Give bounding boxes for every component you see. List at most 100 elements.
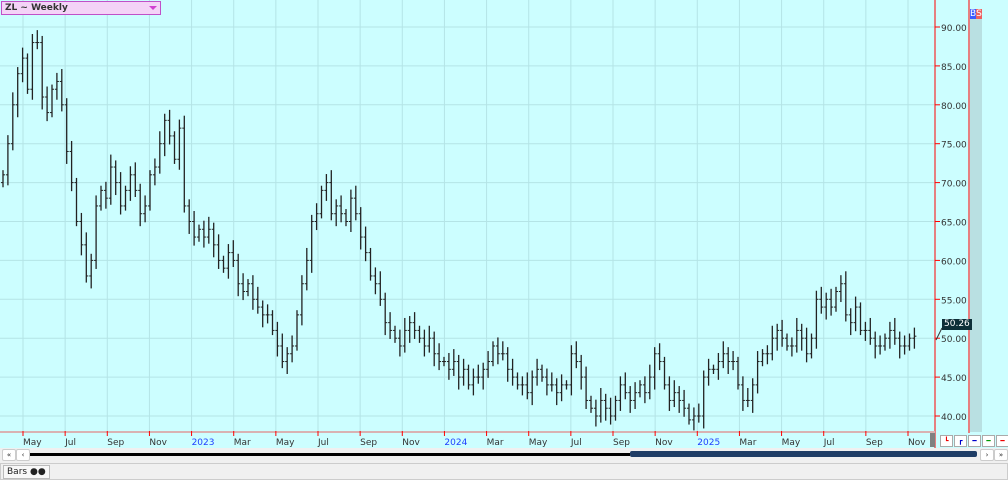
bars-tab[interactable]: Bars ●● — [3, 465, 50, 479]
ohlc-bar — [339, 195, 344, 223]
ohlc-bar — [437, 343, 442, 371]
ohlc-bar — [250, 275, 255, 310]
zoom-in-icon[interactable]: ━ — [982, 435, 995, 447]
ohlc-bar — [863, 321, 868, 341]
ohlc-bar — [295, 310, 299, 351]
ohlc-bar — [838, 275, 843, 303]
ohlc-bar — [829, 288, 834, 316]
x-tick-label: 2025 — [697, 438, 720, 448]
y-tick-label: 70.00 — [941, 180, 967, 190]
ohlc-bar — [128, 166, 133, 201]
x-tick-label: May — [529, 438, 548, 448]
ohlc-bar — [206, 216, 211, 244]
dropdown-arrow-icon[interactable] — [149, 6, 157, 10]
ohlc-bar — [397, 329, 402, 357]
status-bar: Bars ●● — [0, 463, 1008, 480]
x-tick-label: May — [23, 438, 42, 448]
ohlc-bar — [633, 382, 638, 409]
y-tick-label: 80.00 — [941, 102, 967, 112]
scroll-prev-button[interactable]: ‹ — [16, 449, 30, 461]
ohlc-bar — [368, 247, 373, 281]
scroll-track[interactable] — [30, 453, 630, 456]
ohlc-bar — [486, 351, 491, 378]
ohlc-bar — [834, 286, 838, 312]
ohlc-bar — [373, 267, 378, 295]
ohlc-bar — [10, 92, 15, 151]
symbol-selector[interactable]: ZL ~ Weekly — [1, 1, 161, 15]
ohlc-bar — [299, 275, 304, 326]
ohlc-bar — [50, 84, 54, 118]
ohlc-bar — [108, 154, 113, 205]
ohlc-bar — [324, 174, 329, 201]
cursor-tool-icon[interactable]: ┗ — [940, 435, 953, 447]
ohlc-bar — [221, 255, 226, 273]
ohlc-bar — [461, 358, 466, 386]
ohlc-bar — [402, 317, 407, 353]
ohlc-bar — [799, 323, 804, 351]
ohlc-bar — [255, 286, 260, 314]
ohlc-bar — [667, 376, 672, 411]
ohlc-bar — [750, 378, 755, 413]
step-tool-icon[interactable]: ┏ — [954, 435, 967, 447]
scroll-last-button[interactable]: » — [994, 449, 1008, 461]
chart-scrollbar[interactable]: « ‹ › » — [0, 448, 1008, 461]
ohlc-bar — [780, 319, 785, 347]
ohlc-bar — [446, 352, 451, 380]
x-tick-label: Sep — [866, 438, 883, 448]
x-tick-label: Mar — [739, 438, 756, 448]
price-chart[interactable]: 90.00 85.00 80.00 75.00 70.00 65.00 60.00 55.00… — [0, 0, 1008, 448]
x-tick-label: May — [276, 438, 295, 448]
ohlc-bar — [711, 364, 716, 374]
x-tick-label: Nov — [655, 438, 673, 448]
sell-button[interactable]: S — [976, 9, 982, 19]
y-tick-label: 50.00 — [941, 335, 967, 345]
ohlc-bar — [853, 296, 858, 332]
ohlc-bar — [113, 160, 118, 196]
time-axis: May Jul Sep Nov 2023 Mar May Jul Sep Nov 2024 Mar Ma… — [22, 431, 926, 448]
ohlc-bar — [785, 333, 789, 351]
ohlc-bar — [736, 356, 740, 390]
x-tick-label: Mar — [487, 438, 504, 448]
reset-zoom-icon[interactable]: ━ — [996, 435, 1008, 447]
ohlc-bar — [383, 292, 388, 336]
ohlc-bar — [638, 380, 642, 398]
ohlc-bar — [167, 109, 172, 145]
ohlc-bar — [226, 244, 231, 279]
symbol-title: ZL ~ Weekly — [5, 3, 68, 13]
ohlc-bar — [5, 135, 10, 186]
ohlc-bar — [858, 302, 863, 336]
ohlc-bar — [275, 321, 280, 357]
ohlc-bar — [691, 407, 696, 431]
ohlc-bar — [285, 347, 290, 374]
ohlc-bar — [912, 327, 917, 349]
x-tick-label: Jul — [823, 438, 835, 448]
ohlc-bar — [182, 115, 187, 213]
ohlc-bar — [883, 333, 887, 351]
ohlc-bar — [216, 234, 221, 269]
ohlc-bar — [412, 312, 417, 339]
ohlc-bar — [775, 323, 780, 351]
ohlc-bar — [731, 351, 736, 371]
y-tick-label: 75.00 — [941, 141, 967, 151]
ohlc-bar — [554, 378, 559, 406]
ohlc-bar — [887, 321, 892, 349]
buy-button[interactable]: B — [970, 9, 977, 19]
y-tick-label: 40.00 — [941, 413, 967, 423]
ohlc-bar — [187, 199, 192, 234]
scroll-first-button[interactable]: « — [2, 449, 16, 461]
plot-background — [0, 0, 1008, 448]
ohlc-bar — [378, 271, 383, 306]
scroll-thumb[interactable] — [630, 451, 977, 457]
ohlc-bar — [1, 170, 5, 188]
time-axis-divider — [0, 431, 935, 433]
scroll-next-button[interactable]: › — [980, 449, 994, 461]
ohlc-bar — [647, 364, 652, 400]
ohlc-bar — [309, 214, 314, 273]
ohlc-bar — [201, 220, 206, 248]
ohlc-bar — [358, 207, 363, 250]
zoom-out-icon[interactable]: ━ — [968, 435, 981, 447]
ohlc-bar — [740, 376, 745, 411]
ohlc-bar — [348, 189, 353, 233]
ohlc-bar — [94, 195, 99, 269]
ohlc-bar — [642, 376, 647, 404]
